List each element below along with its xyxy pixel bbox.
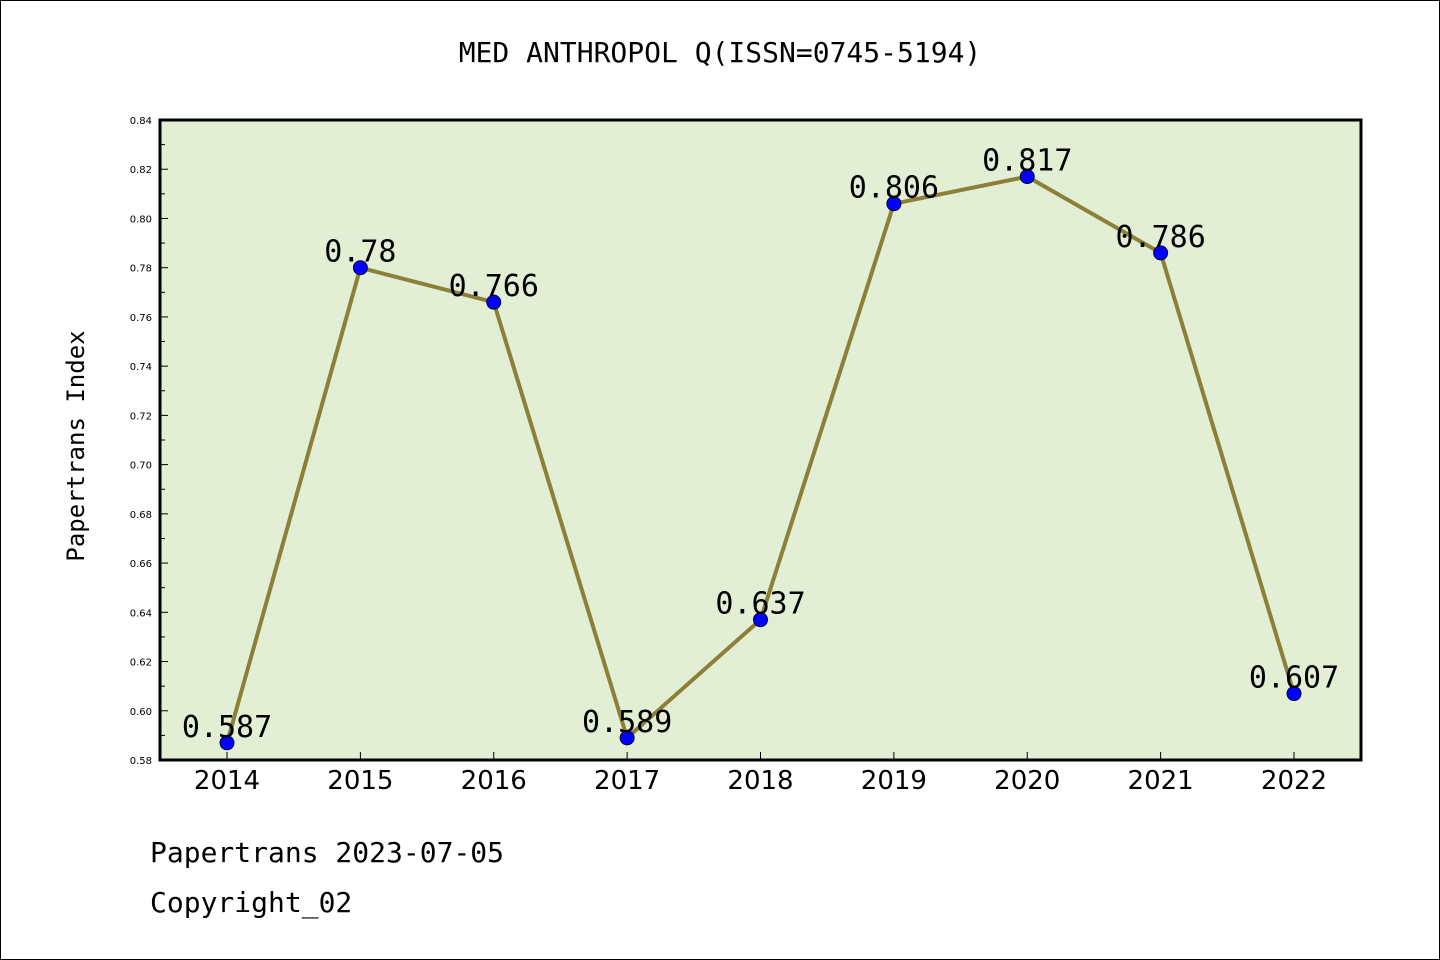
x-tick-label: 2022	[1261, 766, 1327, 796]
y-tick-label: 0.58	[130, 756, 152, 767]
y-tick-label: 0.64	[130, 608, 152, 619]
x-tick-label: 2014	[194, 766, 260, 796]
footer-copyright: Copyright_02	[150, 886, 353, 919]
data-label: 0.589	[582, 705, 672, 740]
data-point	[1019, 169, 1035, 185]
plot-area	[160, 120, 1361, 760]
chart-title: MED ANTHROPOL Q(ISSN=0745-5194)	[458, 36, 982, 69]
y-tick-label: 0.60	[130, 707, 152, 718]
data-label: 0.817	[982, 144, 1072, 179]
y-tick-label: 0.72	[130, 411, 152, 422]
data-point	[619, 730, 635, 746]
y-tick-label: 0.74	[130, 362, 152, 373]
x-tick-label: 2017	[594, 766, 660, 796]
x-axis: 2014 2015 2016 2017 2018 2019 2020 2021 2022	[194, 752, 1327, 796]
y-axis-label: Papertrans Index	[62, 330, 90, 561]
y-tick-label: 0.80	[130, 214, 152, 225]
x-tick-label: 2018	[727, 766, 793, 796]
x-tick-label: 2015	[327, 766, 393, 796]
data-label: 0.786	[1115, 220, 1205, 255]
y-tick-label: 0.82	[130, 165, 152, 176]
data-point	[886, 196, 902, 212]
data-point	[486, 294, 502, 310]
data-label: 0.806	[849, 171, 939, 206]
x-tick-label: 2020	[994, 766, 1060, 796]
data-label: 0.766	[449, 269, 539, 304]
x-tick-label: 2021	[1128, 766, 1194, 796]
data-label: 0.78	[324, 235, 396, 270]
data-point	[753, 612, 768, 628]
y-tick-label: 0.62	[130, 658, 152, 669]
x-tick-label: 2019	[861, 766, 927, 796]
plot-border	[158, 118, 1363, 762]
data-point	[352, 260, 368, 276]
data-point	[1153, 245, 1169, 261]
y-tick-label: 0.76	[130, 313, 152, 324]
x-tick-label: 2016	[461, 766, 527, 796]
data-point	[1286, 686, 1302, 702]
data-label: 0.587	[182, 710, 272, 745]
series-markers	[219, 169, 1302, 751]
y-tick-label: 0.84	[130, 116, 152, 127]
footer-date: Papertrans 2023-07-05	[150, 836, 505, 869]
data-label: 0.637	[715, 587, 805, 622]
y-tick-label: 0.68	[130, 510, 152, 521]
y-tick-label: 0.78	[130, 264, 152, 275]
y-axis: 0.58 0.60 0.62 0.64 0.66 0.68 0.70 0.72 0.74 0.76…	[130, 116, 168, 767]
data-label: 0.607	[1249, 661, 1339, 696]
y-tick-label: 0.66	[130, 559, 152, 570]
data-labels: 0.587 0.78 0.766 0.589 0.637 0.806 0.817 0.786 0…	[182, 144, 1339, 745]
y-tick-label: 0.70	[130, 461, 152, 472]
data-point	[219, 735, 235, 751]
